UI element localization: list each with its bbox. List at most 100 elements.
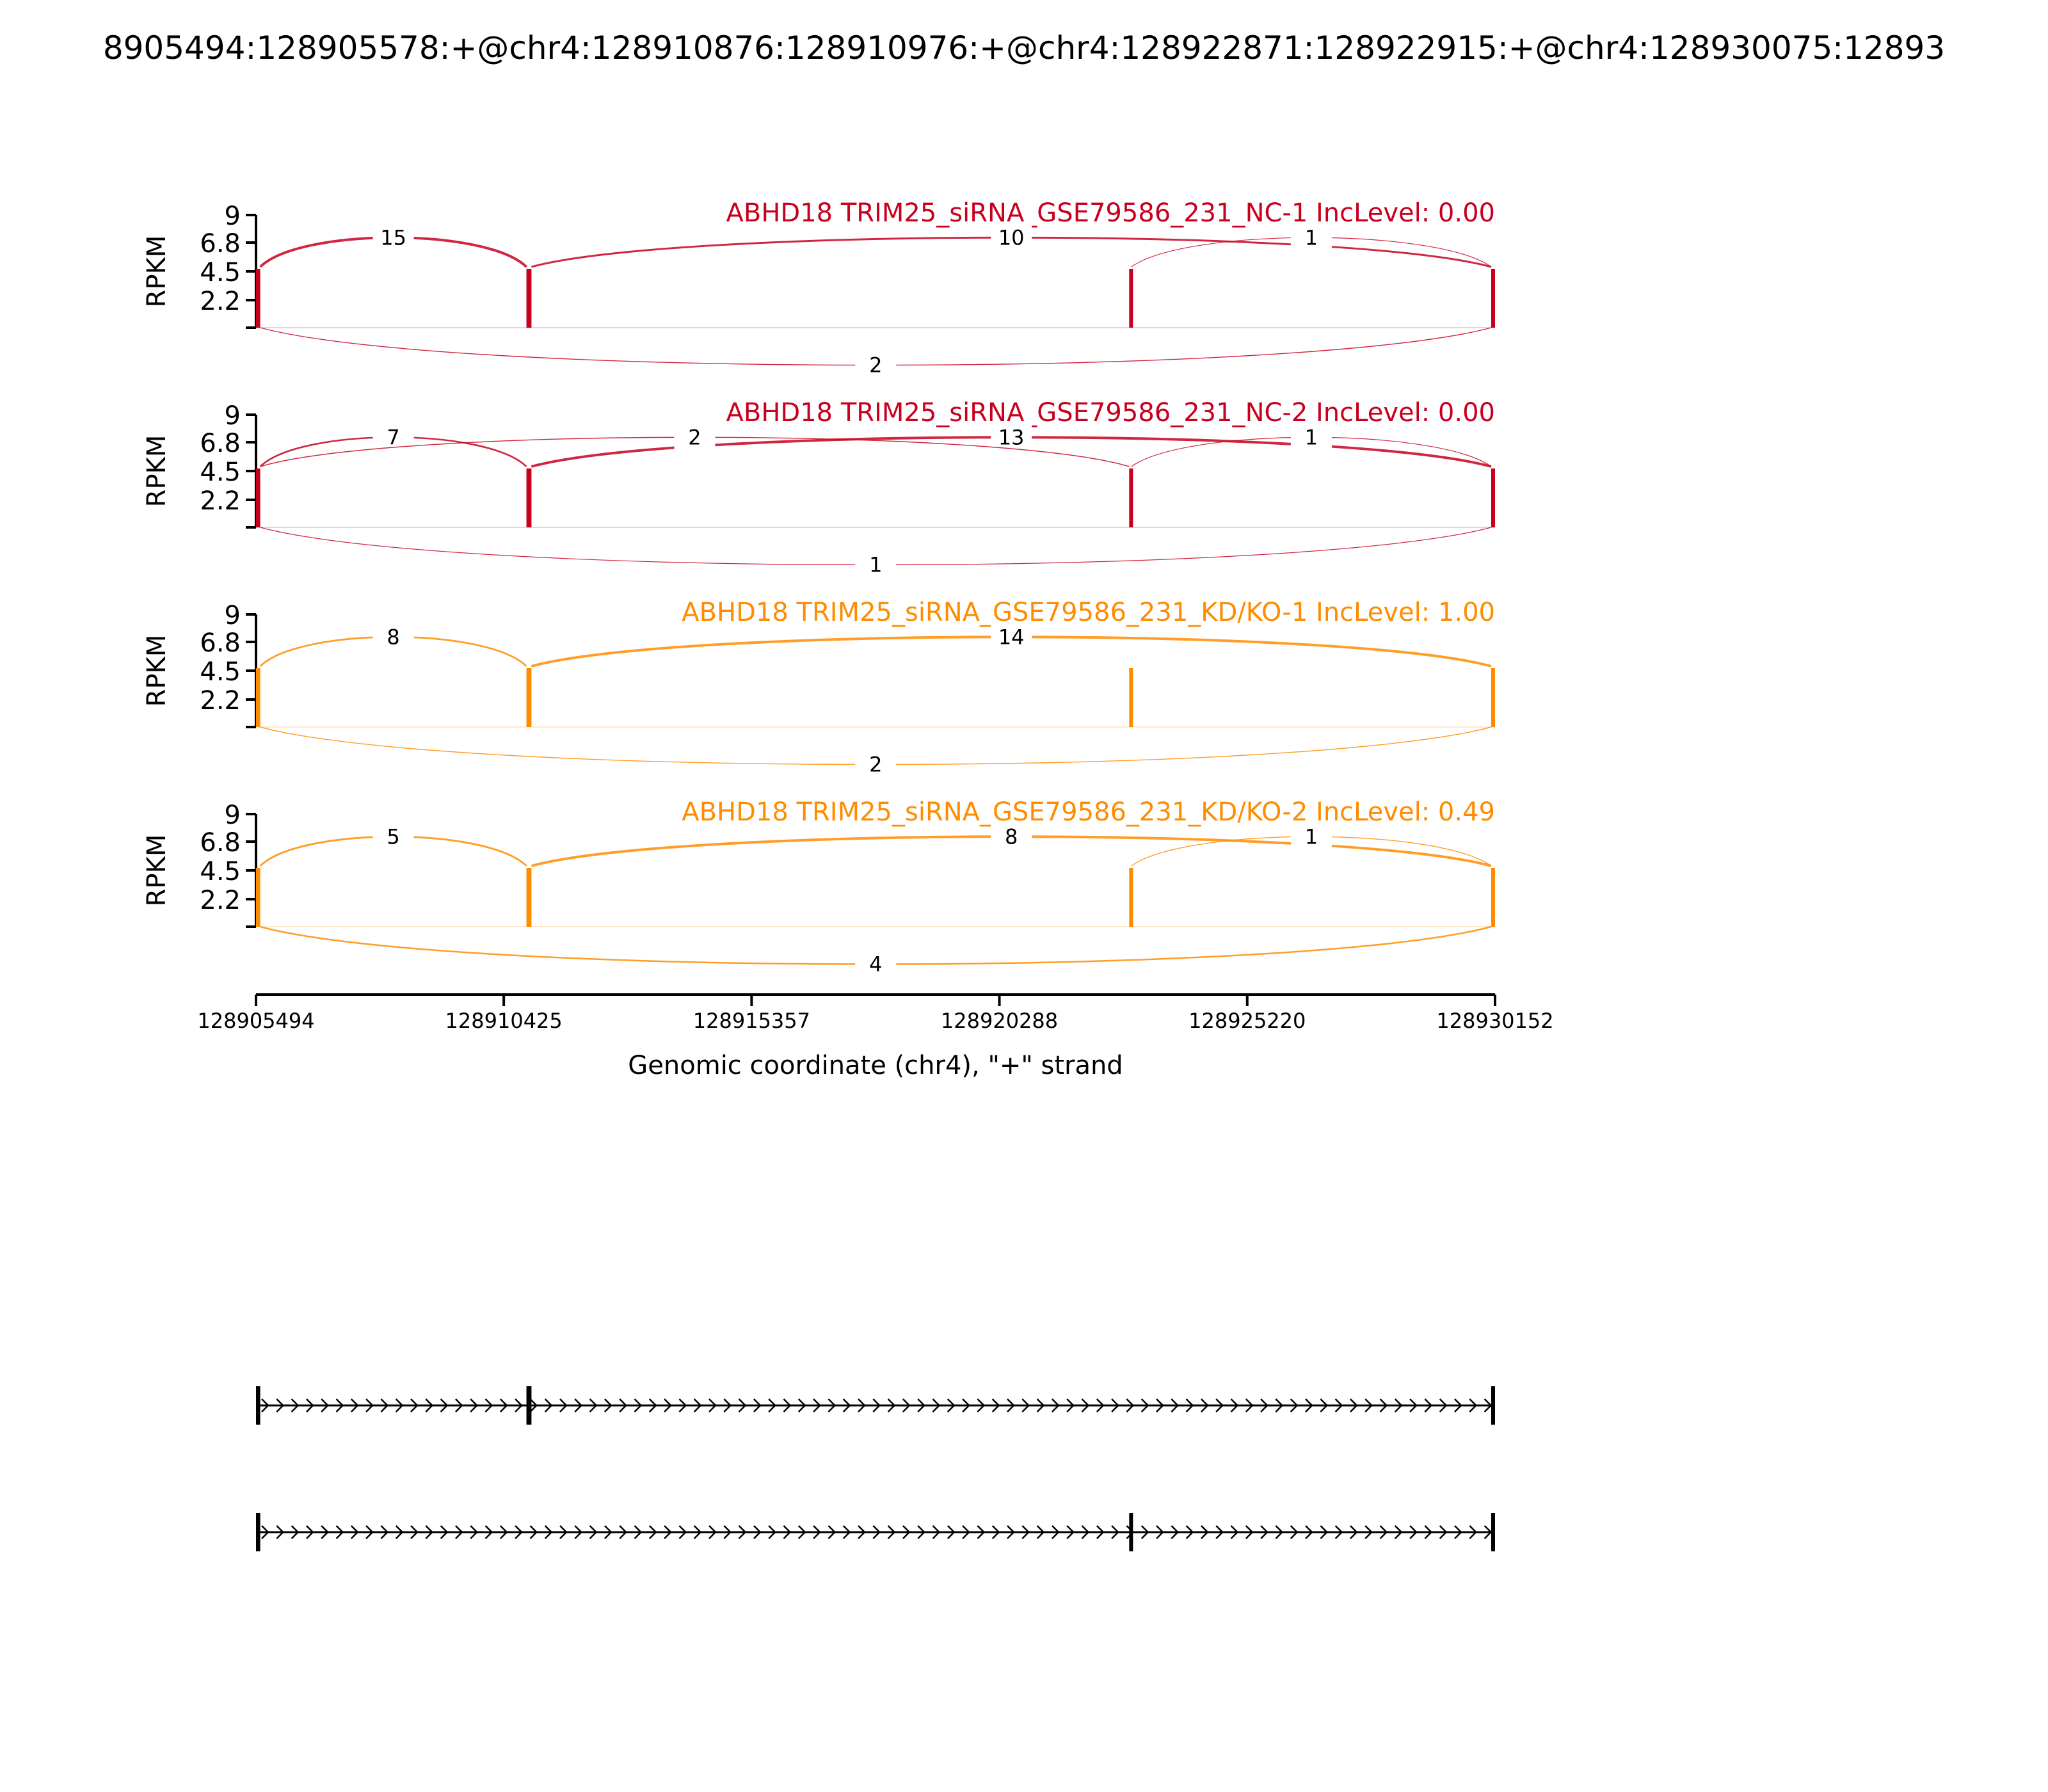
x-tick-label: 128910425 (445, 1009, 563, 1033)
strand-chevron (947, 1398, 956, 1412)
exon-coverage-bar (256, 468, 260, 527)
strand-chevron (753, 1398, 762, 1412)
y-tick-label: 9 (225, 202, 241, 231)
strand-chevron (1066, 1398, 1075, 1412)
strand-chevron (1260, 1525, 1268, 1539)
strand-chevron (1305, 1398, 1313, 1412)
strand-chevron (1334, 1398, 1343, 1412)
strand-chevron (380, 1398, 389, 1412)
strand-chevron (350, 1398, 359, 1412)
junction-count-label: 2 (869, 753, 882, 777)
strand-chevron (858, 1398, 866, 1412)
junction-count-label: 1 (1305, 824, 1318, 849)
strand-chevron (1469, 1398, 1478, 1412)
strand-chevron (634, 1525, 643, 1539)
strand-chevron (1334, 1525, 1343, 1539)
strand-chevron (813, 1525, 821, 1539)
exon-coverage-bar (1129, 468, 1133, 527)
y-tick-label: 6.8 (200, 828, 241, 858)
strand-chevron (1484, 1525, 1492, 1539)
exon-block (526, 1386, 532, 1425)
strand-chevron (1140, 1398, 1149, 1412)
strand-chevron (1290, 1525, 1299, 1539)
junction-count-label: 7 (387, 425, 399, 449)
strand-chevron (858, 1525, 866, 1539)
strand-chevron (1260, 1398, 1268, 1412)
junction-count-label: 8 (1005, 824, 1018, 849)
strand-chevron (350, 1525, 359, 1539)
junction-count-label: 5 (387, 824, 399, 849)
y-axis-label: RPKM (142, 236, 172, 308)
y-tick-label: 2.2 (200, 287, 241, 316)
sashimi-panel: 96.84.52.2 RPKM ABHD18 TRIM25_siRNA_GSE795… (142, 198, 1495, 378)
strand-chevron (1066, 1525, 1075, 1539)
strand-chevron (440, 1525, 449, 1539)
y-tick-label: 9 (225, 801, 241, 830)
exon-coverage-bar (256, 269, 260, 328)
strand-chevron (797, 1525, 806, 1539)
strand-chevron (1320, 1398, 1329, 1412)
strand-chevron (455, 1525, 463, 1539)
strand-chevron (872, 1398, 881, 1412)
strand-chevron (589, 1398, 598, 1412)
strand-chevron (664, 1525, 672, 1539)
junction-count-label: 1 (1305, 425, 1318, 449)
strand-chevron (648, 1398, 657, 1412)
strand-chevron (977, 1525, 986, 1539)
strand-chevron (276, 1398, 285, 1412)
strand-chevron (708, 1398, 717, 1412)
strand-chevron (693, 1398, 702, 1412)
strand-chevron (604, 1398, 612, 1412)
strand-chevron (991, 1525, 1000, 1539)
y-axis-label: RPKM (142, 635, 172, 707)
exon-coverage-bar (1129, 269, 1133, 328)
strand-chevron (559, 1525, 568, 1539)
strand-chevron (887, 1525, 896, 1539)
junction-count-label: 10 (998, 225, 1025, 250)
y-tick-label: 2.2 (200, 486, 241, 516)
junction-count-label: 2 (688, 425, 701, 449)
strand-chevron (917, 1525, 925, 1539)
strand-chevron (1245, 1398, 1254, 1412)
junction-label-bg (674, 423, 716, 449)
strand-chevron (1379, 1398, 1388, 1412)
strand-chevron (753, 1525, 762, 1539)
x-axis-label: Genomic coordinate (chr4), "+" strand (628, 1051, 1123, 1080)
junction-label-bg (991, 822, 1032, 849)
strand-chevron (932, 1525, 941, 1539)
strand-chevron (1096, 1398, 1105, 1412)
junction-label-bg (855, 351, 897, 377)
strand-chevron (1156, 1398, 1164, 1412)
panel-title: ABHD18 TRIM25_siRNA_GSE79586_231_NC-2 In… (726, 398, 1495, 428)
panel-title: ABHD18 TRIM25_siRNA_GSE79586_231_KD/KO-2… (682, 797, 1495, 827)
exon-coverage-bar (256, 868, 260, 927)
junction-label-bg (372, 423, 414, 449)
strand-chevron (1007, 1525, 1015, 1539)
strand-chevron (335, 1525, 344, 1539)
strand-chevron (693, 1525, 702, 1539)
strand-chevron (1439, 1398, 1448, 1412)
y-tick-label: 6.8 (200, 429, 241, 458)
strand-chevron (276, 1525, 285, 1539)
strand-chevron (1021, 1398, 1030, 1412)
y-tick-label: 4.5 (200, 258, 241, 287)
strand-chevron (887, 1398, 896, 1412)
exon-coverage-bar (1491, 668, 1495, 727)
strand-chevron (619, 1525, 627, 1539)
strand-chevron (261, 1398, 269, 1412)
strand-chevron (1036, 1398, 1045, 1412)
strand-chevron (544, 1398, 553, 1412)
junction-count-label: 1 (1305, 225, 1318, 250)
panel-title: ABHD18 TRIM25_siRNA_GSE79586_231_NC-1 In… (726, 198, 1495, 228)
y-tick-label: 2.2 (200, 686, 241, 716)
strand-chevron (515, 1398, 523, 1412)
junction-label-bg (991, 423, 1032, 449)
junction-label-bg (1290, 223, 1332, 250)
junction-count-label: 13 (998, 425, 1025, 449)
panel-title: ABHD18 TRIM25_siRNA_GSE79586_231_KD/KO-1… (682, 598, 1495, 627)
strand-chevron (1424, 1398, 1433, 1412)
strand-chevron (932, 1398, 941, 1412)
strand-chevron (783, 1398, 792, 1412)
exon-coverage-bar (1491, 868, 1495, 927)
